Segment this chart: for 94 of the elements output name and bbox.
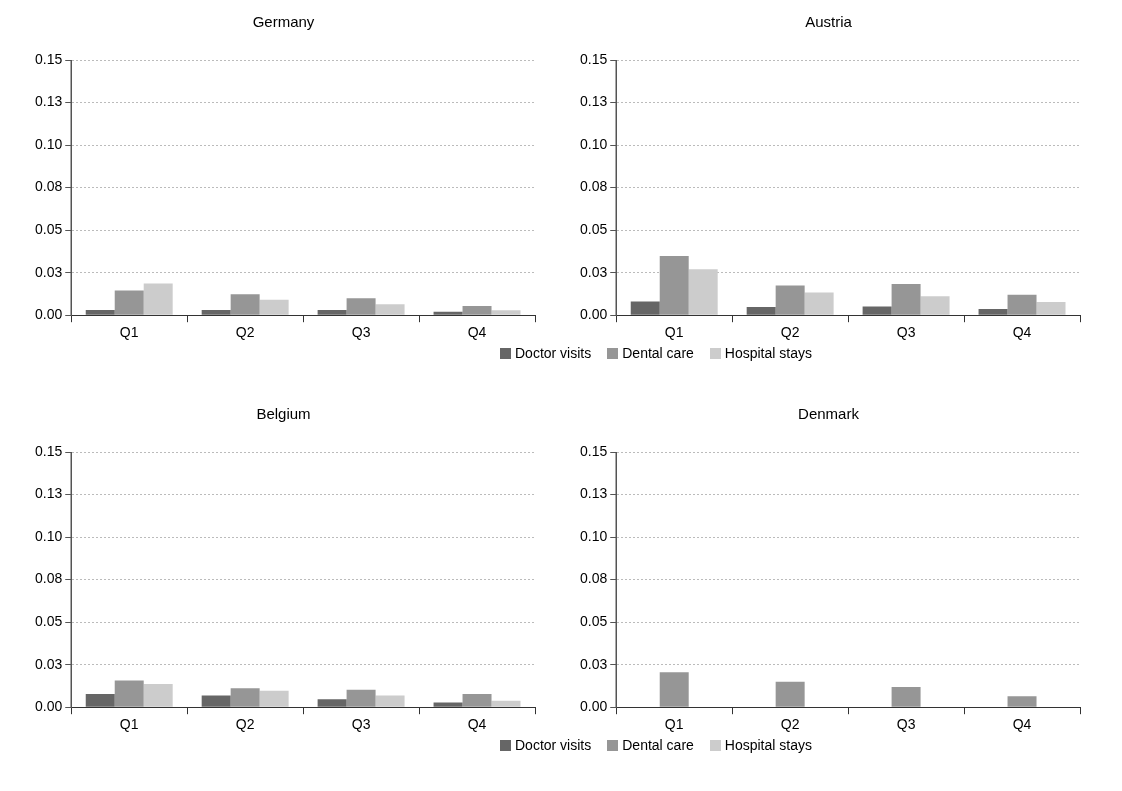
bar xyxy=(462,306,492,315)
y-tick-label: 0.08 xyxy=(35,178,63,195)
y-tick-label: 0.08 xyxy=(580,570,608,587)
y-tick-label: 0.08 xyxy=(35,570,63,587)
x-tick-label: Q2 xyxy=(780,324,800,341)
bar xyxy=(630,301,660,315)
bar xyxy=(201,310,231,315)
chart-title: Germany xyxy=(252,13,315,31)
y-tick-label: 0.15 xyxy=(580,50,608,67)
legend-label: Dental care xyxy=(622,345,694,361)
x-tick-label: Q2 xyxy=(235,716,255,733)
y-tick-label: 0.03 xyxy=(580,655,608,672)
x-tick-label: Q1 xyxy=(664,324,684,341)
y-tick-label: 0.13 xyxy=(35,93,63,110)
bar xyxy=(259,299,289,315)
chart-title: Austria xyxy=(805,13,853,31)
y-tick-label: 0.05 xyxy=(580,612,608,629)
bar xyxy=(85,693,115,707)
y-tick-label: 0.03 xyxy=(35,263,63,280)
x-tick-label: Q2 xyxy=(780,716,800,733)
y-tick-label: 0.05 xyxy=(35,612,63,629)
y-tick-label: 0.10 xyxy=(35,135,63,152)
y-tick-label: 0.00 xyxy=(580,306,608,323)
x-tick-label: Q1 xyxy=(119,324,139,341)
bar xyxy=(1007,696,1037,707)
bar xyxy=(143,283,173,315)
legend-label: Hospital stays xyxy=(724,737,812,753)
bar xyxy=(659,672,689,707)
bar xyxy=(317,699,347,707)
bar xyxy=(891,687,921,707)
x-tick-label: Q4 xyxy=(467,716,487,733)
bar xyxy=(317,310,347,315)
chart-title: Denmark xyxy=(798,405,860,423)
chart-title: Belgium xyxy=(256,405,311,423)
x-tick-label: Q4 xyxy=(1012,324,1032,341)
bar xyxy=(143,683,173,707)
y-tick-label: 0.00 xyxy=(580,698,608,715)
bar xyxy=(659,255,689,315)
y-tick-label: 0.10 xyxy=(580,527,608,544)
x-tick-label: Q3 xyxy=(896,716,916,733)
y-tick-label: 0.03 xyxy=(580,263,608,280)
x-tick-label: Q3 xyxy=(896,324,916,341)
bar xyxy=(346,689,376,707)
y-tick-label: 0.05 xyxy=(580,220,608,237)
y-tick-label: 0.00 xyxy=(35,698,63,715)
bar xyxy=(114,680,144,707)
bar xyxy=(346,298,376,315)
bar xyxy=(230,688,260,707)
x-tick-label: Q1 xyxy=(119,716,139,733)
bar xyxy=(746,307,776,315)
bar xyxy=(375,304,405,315)
y-tick-label: 0.10 xyxy=(35,527,63,544)
bar xyxy=(775,285,805,315)
bar xyxy=(862,306,892,315)
bar xyxy=(259,690,289,707)
x-tick-label: Q3 xyxy=(351,716,371,733)
y-tick-label: 0.10 xyxy=(580,135,608,152)
x-tick-label: Q2 xyxy=(235,324,255,341)
bar xyxy=(920,296,950,315)
x-tick-label: Q4 xyxy=(467,324,487,341)
legend-label: Doctor visits xyxy=(515,345,592,361)
x-tick-label: Q4 xyxy=(1012,716,1032,733)
bar xyxy=(85,310,115,315)
bar xyxy=(462,693,492,707)
x-tick-label: Q1 xyxy=(664,716,684,733)
y-tick-label: 0.00 xyxy=(35,306,63,323)
bar xyxy=(978,308,1008,315)
bar xyxy=(804,292,834,315)
y-tick-label: 0.13 xyxy=(580,485,608,502)
legend-label: Doctor visits xyxy=(515,737,592,753)
bar xyxy=(230,294,260,315)
bar xyxy=(891,284,921,315)
y-tick-label: 0.08 xyxy=(580,178,608,195)
bar xyxy=(433,702,463,707)
bar xyxy=(1007,294,1037,315)
legend-label: Hospital stays xyxy=(724,345,812,361)
bar xyxy=(688,269,718,315)
y-tick-label: 0.15 xyxy=(35,50,63,67)
bar xyxy=(433,311,463,315)
bar xyxy=(491,310,521,315)
y-tick-label: 0.05 xyxy=(35,220,63,237)
bar xyxy=(491,700,521,707)
y-tick-label: 0.13 xyxy=(580,93,608,110)
bar xyxy=(201,695,231,707)
y-tick-label: 0.03 xyxy=(35,655,63,672)
y-tick-label: 0.15 xyxy=(580,442,608,459)
y-tick-label: 0.13 xyxy=(35,485,63,502)
bar xyxy=(775,681,805,707)
y-tick-label: 0.15 xyxy=(35,442,63,459)
bar xyxy=(1036,301,1066,315)
bar xyxy=(114,290,144,315)
bar xyxy=(375,695,405,707)
legend-label: Dental care xyxy=(622,737,694,753)
x-tick-label: Q3 xyxy=(351,324,371,341)
